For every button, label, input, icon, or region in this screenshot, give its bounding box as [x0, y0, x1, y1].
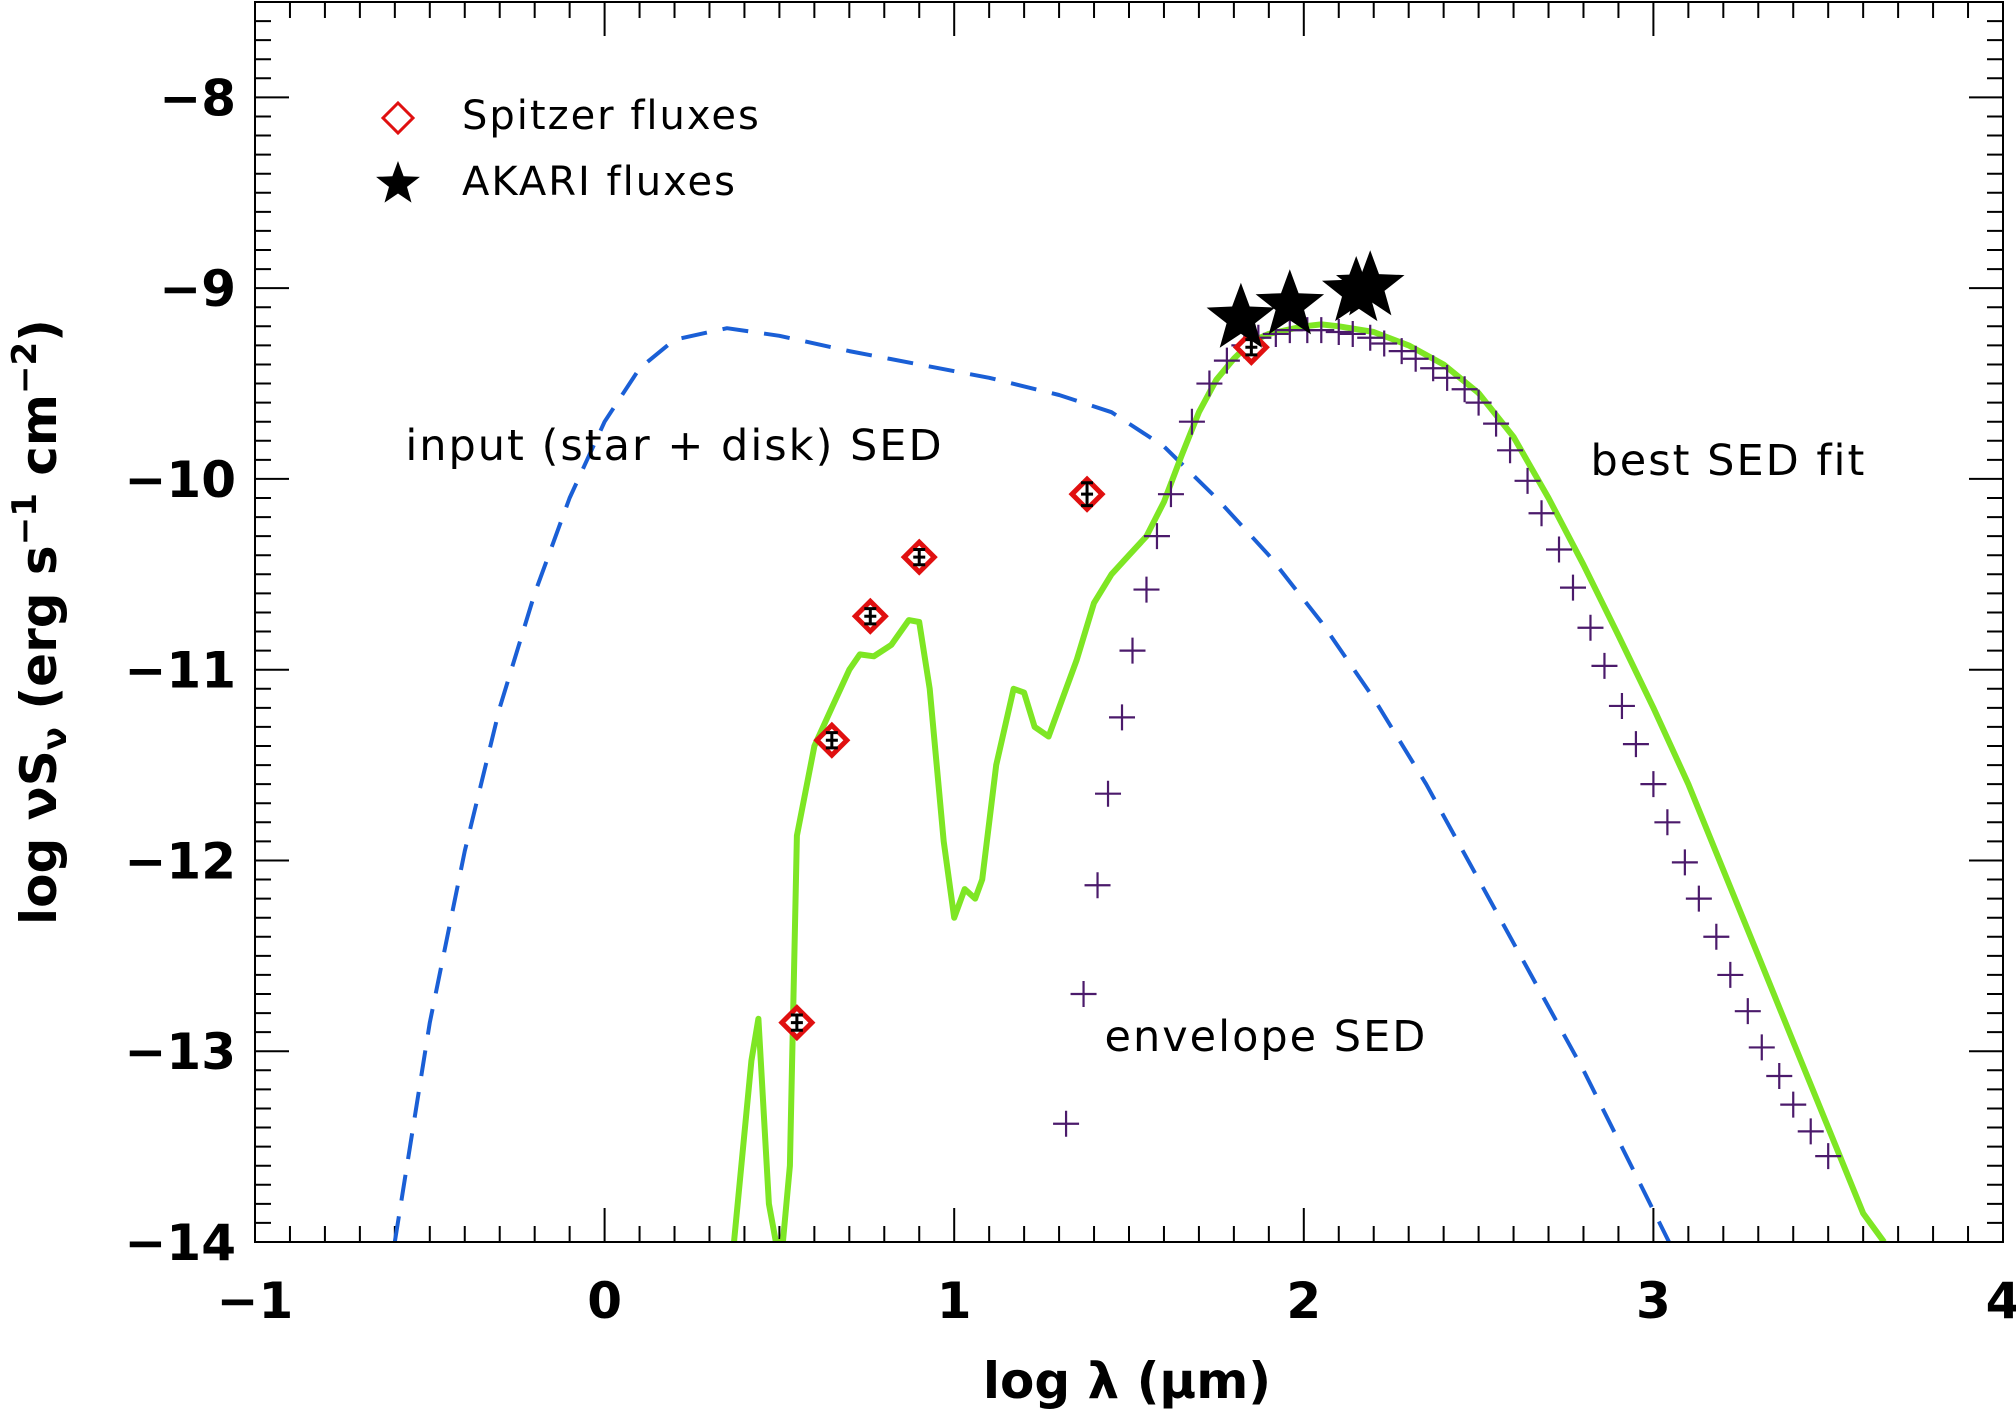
- envelope-sed-point: [1465, 389, 1492, 416]
- y-tick-label: −10: [125, 451, 236, 509]
- envelope-sed-point: [1213, 347, 1240, 374]
- envelope-sed-point: [1559, 574, 1586, 601]
- y-tick-label: −11: [125, 642, 236, 700]
- x-tick-label: 2: [1286, 1272, 1321, 1330]
- envelope-sed-point: [1685, 885, 1712, 912]
- envelope-sed-point: [1748, 1034, 1775, 1061]
- legend-diamond-icon: [380, 100, 416, 136]
- envelope-sed-point: [1497, 437, 1524, 464]
- tick-labels: −1 0 1 2 3 4−8−9−10−11−12−13−14: [125, 69, 2016, 1330]
- y-tick-label: −13: [125, 1023, 236, 1081]
- x-axis-label: log λ (μm): [983, 1352, 1271, 1410]
- envelope-sed-point: [1388, 338, 1415, 365]
- envelope-sed-point: [1402, 345, 1429, 372]
- envelope-sed-point: [1577, 614, 1604, 641]
- envelope-sed-point: [1654, 809, 1681, 836]
- x-tick-label: 3: [1636, 1272, 1671, 1330]
- envelope-sed-point: [1483, 410, 1510, 437]
- error-bar: [913, 548, 926, 567]
- envelope-sed-point: [1717, 961, 1744, 988]
- x-tick-label: 1: [937, 1272, 972, 1330]
- legend: Spitzer fluxes AKARI fluxes: [376, 93, 761, 205]
- envelope-sed-point: [1084, 872, 1111, 899]
- envelope-sed-point: [1546, 536, 1573, 563]
- akari-star-icon: [1255, 269, 1325, 335]
- input-sed-line: [392, 326, 1672, 1242]
- y-axis-label-close: ): [10, 319, 68, 342]
- y-axis-label: log νSν (erg s−1 cm−2): [5, 319, 75, 925]
- akari-star-icon: [1336, 250, 1405, 316]
- envelope-sed-point: [1528, 500, 1555, 527]
- envelope-sed-point: [1434, 364, 1461, 391]
- y-tick-label: −14: [125, 1214, 236, 1272]
- y-axis-label-sub: ν: [35, 727, 75, 750]
- y-tick-label: −12: [125, 832, 236, 890]
- envelope-sed-point: [1622, 731, 1649, 758]
- plot-frame: [254, 1, 2004, 1243]
- error-bar: [864, 607, 877, 626]
- envelope-sed-point: [1420, 355, 1447, 382]
- envelope-sed-point: [1157, 481, 1184, 508]
- envelope-sed-point: [1339, 320, 1366, 347]
- y-axis-label-main: log νS: [10, 750, 68, 925]
- envelope-sed-point: [1514, 467, 1541, 494]
- error-bar: [790, 1013, 803, 1032]
- envelope-sed-point: [1178, 408, 1205, 435]
- error-bar: [1081, 481, 1094, 508]
- envelope-sed-point: [1671, 849, 1698, 876]
- envelope-sed-point: [1119, 637, 1146, 664]
- x-tick-label: −1: [217, 1272, 294, 1330]
- envelope-sed-point: [1703, 923, 1730, 950]
- envelope-sed-point: [1325, 319, 1352, 346]
- x-tick-label: 4: [1986, 1272, 2016, 1330]
- error-bar: [825, 731, 838, 750]
- x-tick-label: 0: [587, 1272, 622, 1330]
- envelope-sed-point: [1053, 1110, 1080, 1137]
- legend-label-akari: AKARI fluxes: [462, 159, 737, 205]
- envelope-sed-point: [1451, 376, 1478, 403]
- envelope-sed-point: [1109, 704, 1136, 731]
- envelope-sed-point: [1133, 576, 1160, 603]
- envelope-sed-point: [1640, 771, 1667, 798]
- annotations: input (star + disk) SED best SED fit env…: [405, 421, 1866, 1062]
- envelope-sed-point: [1070, 981, 1097, 1007]
- envelope-sed-point: [1143, 523, 1170, 550]
- data-markers: [778, 250, 1842, 1170]
- envelope-sed-point: [1734, 998, 1761, 1025]
- annotation-envelope-sed: envelope SED: [1105, 1012, 1428, 1062]
- akari-star-icon: [1206, 282, 1276, 348]
- annotation-input-sed: input (star + disk) SED: [405, 421, 943, 471]
- legend-label-spitzer: Spitzer fluxes: [462, 93, 761, 139]
- envelope-sed-point: [1308, 317, 1335, 344]
- spitzer-flux-point: [851, 597, 889, 635]
- spitzer-flux-point: [900, 538, 938, 576]
- y-axis-label-units: (erg s: [10, 545, 68, 727]
- legend-star-icon: [376, 161, 420, 203]
- envelope-sed-point: [1608, 692, 1635, 719]
- best-fit-line: [731, 321, 1887, 1242]
- y-axis-label-exp1: −1: [5, 493, 45, 545]
- envelope-sed-point: [1766, 1063, 1793, 1090]
- spitzer-flux-point: [813, 721, 851, 759]
- y-axis-label-mid: cm: [10, 394, 68, 493]
- envelope-sed-point: [1780, 1091, 1807, 1118]
- y-axis-label-exp2: −2: [5, 342, 45, 394]
- envelope-sed-point: [1591, 652, 1618, 679]
- envelope-sed-point: [1797, 1118, 1824, 1145]
- sed-curves: [392, 321, 1887, 1242]
- spitzer-flux-point: [1068, 475, 1106, 513]
- envelope-sed-point: [1196, 370, 1223, 397]
- envelope-sed-point: [1357, 324, 1384, 351]
- envelope-sed-point: [1815, 1143, 1842, 1170]
- y-tick-label: −9: [159, 260, 236, 318]
- envelope-sed-point: [1371, 330, 1398, 357]
- y-tick-label: −8: [159, 69, 236, 127]
- spitzer-flux-point: [778, 1004, 816, 1042]
- envelope-sed-point: [1095, 780, 1122, 807]
- annotation-best-fit: best SED fit: [1590, 436, 1866, 486]
